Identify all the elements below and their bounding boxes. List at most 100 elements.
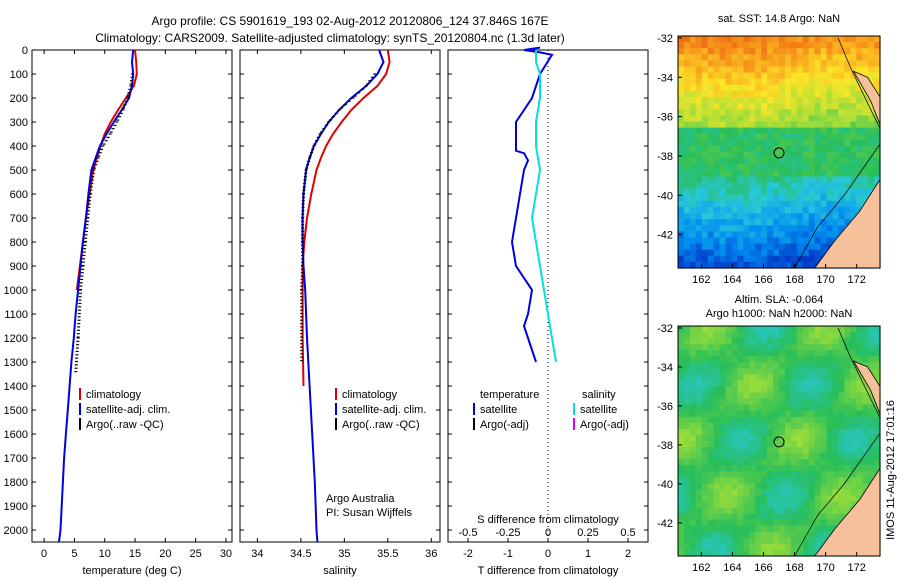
map-cell xyxy=(701,501,709,509)
map-cell xyxy=(868,447,875,454)
map-cell xyxy=(784,507,792,515)
map-cell xyxy=(790,531,798,539)
map-cell xyxy=(814,139,822,147)
map-cell xyxy=(725,344,732,351)
map-cell xyxy=(844,471,851,478)
map-cell xyxy=(773,213,780,220)
map-cell xyxy=(755,103,762,110)
map-cell xyxy=(808,121,816,129)
map-cell xyxy=(683,531,691,539)
map-cell xyxy=(725,350,732,357)
map-cell xyxy=(743,422,750,430)
map-cell xyxy=(725,410,732,418)
map-cell xyxy=(755,531,762,539)
map-cell xyxy=(713,495,721,503)
map-cell xyxy=(796,97,804,104)
map-cell xyxy=(761,97,768,104)
map-cell xyxy=(737,60,744,68)
map-cell xyxy=(844,84,851,92)
map-cell xyxy=(761,501,768,509)
map-cell xyxy=(868,404,875,412)
map-cell xyxy=(856,164,863,171)
map-cell xyxy=(850,453,857,460)
map-cell xyxy=(832,139,839,147)
map-cell xyxy=(832,109,839,116)
map-cell xyxy=(725,182,732,190)
map-cell xyxy=(695,537,703,545)
map-cell xyxy=(737,145,744,153)
map-cell xyxy=(790,380,798,388)
legend-label: Argo(-adj) xyxy=(480,419,529,431)
map-cell xyxy=(743,410,750,418)
map-cell xyxy=(838,176,845,184)
temperature-panel: 0100200300400500600700800900100011001200… xyxy=(4,45,233,577)
map-cell xyxy=(814,416,822,424)
map-cell xyxy=(832,422,839,430)
map-cell xyxy=(814,182,822,190)
map-cell xyxy=(868,428,875,436)
map-cell xyxy=(767,145,774,153)
map-cell xyxy=(808,60,816,68)
map-cell xyxy=(689,447,697,454)
map-cell xyxy=(838,188,845,196)
map-cell xyxy=(790,109,798,116)
map-cell xyxy=(689,513,697,521)
map-cell xyxy=(689,255,697,263)
map-cell xyxy=(844,447,851,454)
map-cell xyxy=(731,219,738,226)
map-cell xyxy=(773,72,780,80)
map-cell xyxy=(796,182,804,190)
map-cell xyxy=(719,525,727,533)
map-cell xyxy=(737,537,744,545)
map-cell xyxy=(678,60,685,68)
map-cell xyxy=(689,261,697,269)
map-cell xyxy=(808,255,816,263)
map-cell xyxy=(755,416,762,424)
map-cell xyxy=(832,54,839,61)
map-cell xyxy=(743,66,750,74)
map-cell xyxy=(719,176,727,184)
map-cell xyxy=(862,36,869,43)
map-cell xyxy=(868,398,875,406)
map-cell xyxy=(868,72,875,80)
map-cell xyxy=(725,549,732,557)
map-cell xyxy=(844,115,851,123)
map-cell xyxy=(779,231,786,239)
map-cell xyxy=(832,60,839,68)
map-cell xyxy=(802,176,810,184)
map-cell xyxy=(725,255,732,263)
map-cell xyxy=(755,344,762,351)
map-cell xyxy=(725,54,732,61)
map-cell xyxy=(701,416,709,424)
map-cell xyxy=(737,231,744,239)
map-cell xyxy=(749,231,756,239)
map-cell xyxy=(678,326,685,333)
map-cell xyxy=(761,453,768,460)
map-cell xyxy=(850,78,857,86)
map-cell xyxy=(779,350,786,357)
map-cell xyxy=(695,145,703,153)
map-cell xyxy=(767,188,774,196)
map-cell xyxy=(701,434,709,442)
map-cell xyxy=(826,404,833,412)
map-cell xyxy=(844,127,851,135)
map-cell xyxy=(820,428,828,436)
sla-map: 162 164 166 168 170 172-32-34-36-38-40-42Alti… xyxy=(657,294,881,574)
map-cell xyxy=(713,152,721,159)
map-cell xyxy=(790,127,798,135)
map-cell xyxy=(826,519,833,527)
map-cell xyxy=(755,471,762,478)
map-cell xyxy=(826,127,833,135)
map-cell xyxy=(678,145,685,153)
map-cell xyxy=(761,471,768,478)
map-cell xyxy=(820,326,828,333)
map-cell xyxy=(689,36,697,43)
map-cell xyxy=(784,380,792,388)
map-cell xyxy=(719,103,727,110)
map-cell xyxy=(695,36,703,43)
map-cell xyxy=(796,350,804,357)
map-cell xyxy=(719,477,727,484)
map-cell xyxy=(713,368,721,376)
y-tick-label: 1000 xyxy=(4,285,28,297)
map-cell xyxy=(695,121,703,129)
